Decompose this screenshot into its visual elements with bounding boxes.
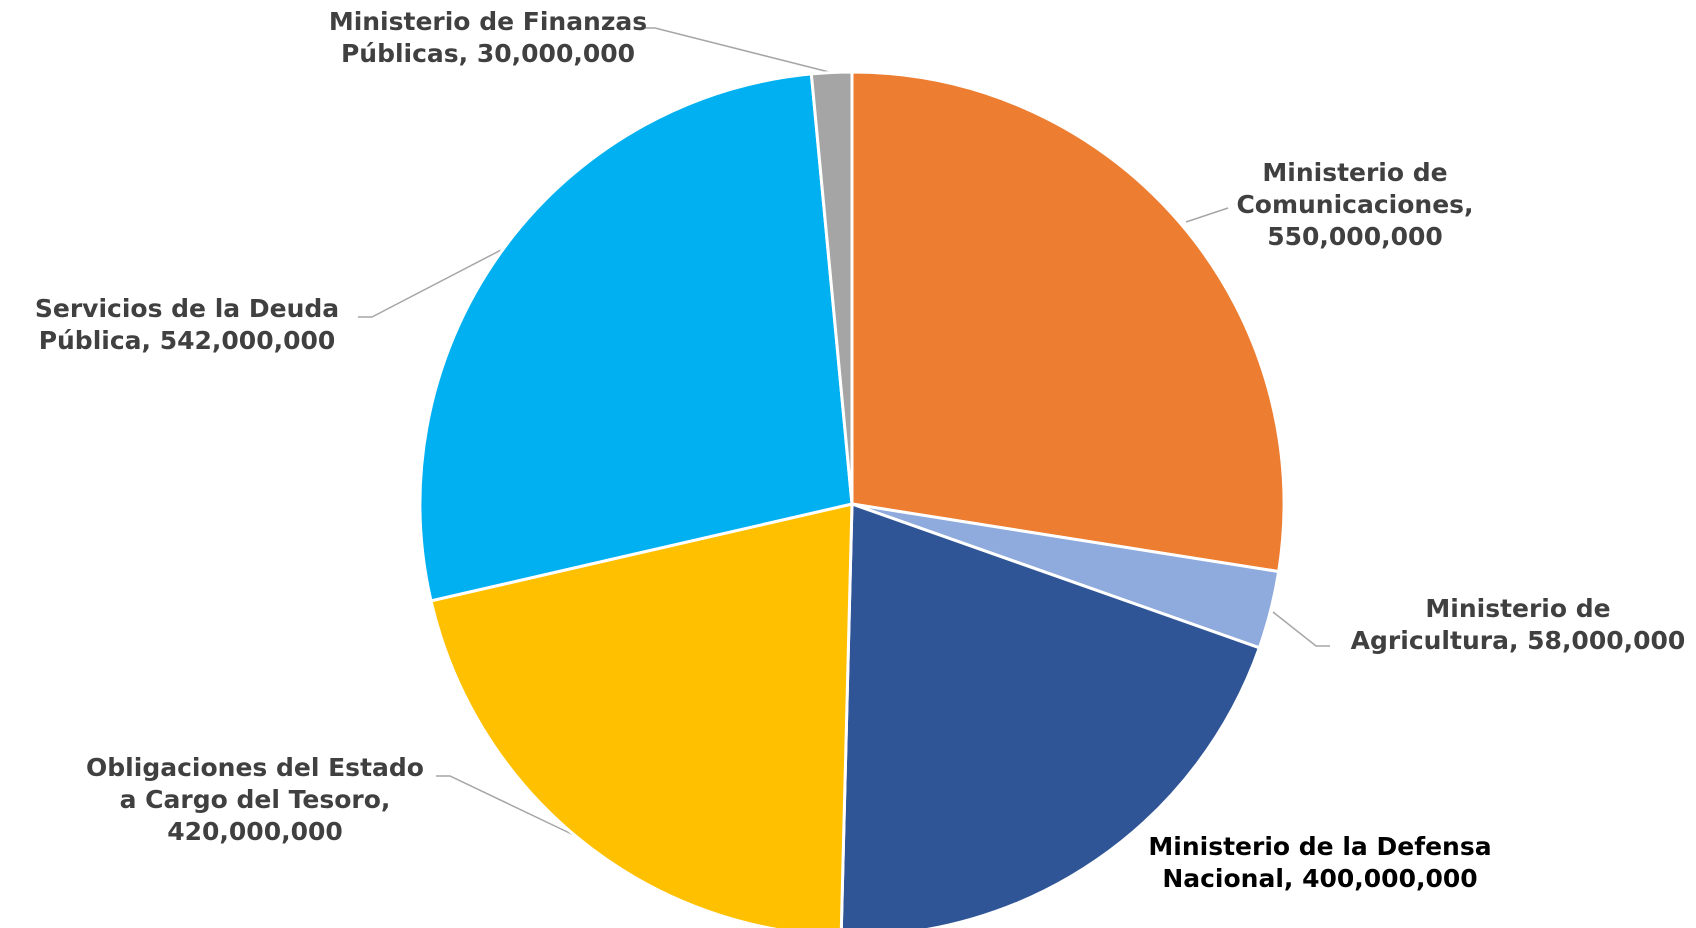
leader-line-5 — [358, 249, 502, 318]
data-label-line: Pública, 542,000,000 — [39, 326, 336, 355]
data-label-3: Ministerio de la Defensa Nacional, 400,00… — [1148, 832, 1491, 893]
data-label-line: Ministerio de la Defensa — [1148, 832, 1491, 861]
pie-slice-4 — [429, 502, 854, 928]
data-label-line: Agricultura, 58,000,000 — [1351, 626, 1686, 655]
leader-line-4 — [436, 775, 581, 839]
leader-line-1 — [1185, 207, 1229, 223]
data-label-line: Ministerio de — [1262, 158, 1447, 187]
pie-slice-5 — [418, 72, 854, 603]
leader-lines — [358, 27, 1330, 839]
data-label-2: Ministerio de Agricultura, 58,000,000 — [1351, 594, 1686, 655]
data-label-1: Ministerio de Comunicaciones, 550,000,000 — [1236, 158, 1473, 251]
pie-slices — [418, 70, 1286, 928]
data-label-6: Ministerio de Finanzas Públicas, 30,000,0… — [329, 7, 647, 68]
data-label-5: Servicios de la Deuda Pública, 542,000,00… — [35, 294, 339, 355]
pie-slice-3 — [839, 501, 1262, 928]
data-label-line: 550,000,000 — [1267, 222, 1443, 251]
data-label-4: Obligaciones del Estado a Cargo del Tesor… — [86, 753, 424, 846]
data-label-line: Obligaciones del Estado — [86, 753, 424, 782]
data-label-line: Ministerio de Finanzas — [329, 7, 647, 36]
data-label-line: Servicios de la Deuda — [35, 294, 339, 323]
pie-slice-6 — [809, 70, 854, 505]
leader-line-6 — [643, 27, 834, 74]
leader-line-2 — [1272, 611, 1330, 647]
data-labels: Ministerio de Comunicaciones, 550,000,000M… — [35, 7, 1685, 893]
data-label-line: Públicas, 30,000,000 — [341, 39, 635, 68]
data-label-line: Comunicaciones, — [1236, 190, 1473, 219]
data-label-line: 420,000,000 — [167, 817, 343, 846]
pie-slice-1 — [850, 70, 1286, 574]
data-label-line: a Cargo del Tesoro, — [120, 785, 391, 814]
data-label-line: Ministerio de — [1425, 594, 1610, 623]
data-label-line: Nacional, 400,000,000 — [1162, 864, 1477, 893]
